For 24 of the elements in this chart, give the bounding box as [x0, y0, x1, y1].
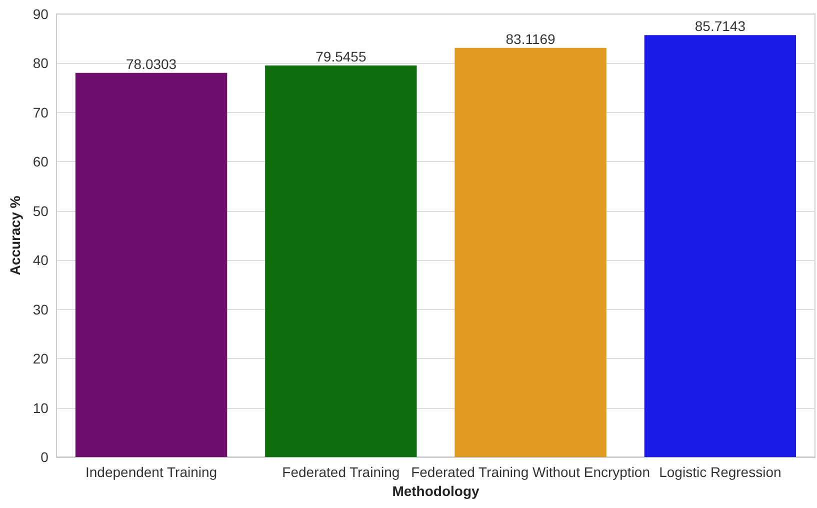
y-tick-label: 70 [32, 104, 49, 120]
x-tick-label: Federated Training Without Encryption [411, 464, 650, 480]
data-label: 78.0303 [126, 56, 177, 72]
bar [454, 48, 606, 457]
x-tick-label: Logistic Regression [659, 464, 782, 480]
y-tick-label: 10 [32, 400, 49, 416]
data-label: 85.7143 [694, 18, 746, 34]
data-label: 83.1169 [506, 30, 556, 47]
y-tick-label: 0 [40, 449, 49, 465]
bar [644, 35, 796, 457]
y-axis-title: Accuracy % [7, 195, 23, 276]
x-tick-label: Independent Training [86, 464, 218, 480]
data-label: 79.5455 [316, 48, 366, 64]
y-tick-label: 90 [32, 6, 49, 22]
y-tick-label: 20 [32, 350, 49, 367]
bar [265, 65, 417, 457]
bar [75, 72, 228, 457]
x-axis-title: Methodology [392, 482, 480, 499]
x-tick-label: Federated Training [282, 464, 400, 480]
y-tick-label: 30 [32, 301, 49, 318]
y-tick-label: 50 [32, 202, 49, 219]
y-tick-label: 40 [32, 252, 49, 268]
y-tick-label: 60 [32, 154, 49, 170]
y-tick-label: 80 [32, 55, 49, 72]
